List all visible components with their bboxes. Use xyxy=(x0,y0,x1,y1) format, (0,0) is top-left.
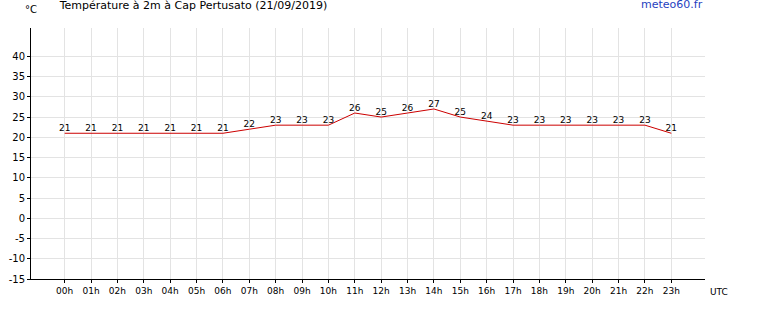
svg-text:26: 26 xyxy=(349,103,361,113)
svg-text:08h: 08h xyxy=(267,286,284,296)
svg-text:23: 23 xyxy=(270,115,281,125)
svg-text:25: 25 xyxy=(375,107,386,117)
svg-text:21: 21 xyxy=(164,123,175,133)
svg-text:20: 20 xyxy=(12,132,25,143)
svg-text:10h: 10h xyxy=(320,286,337,296)
svg-text:-15: -15 xyxy=(9,274,25,285)
svg-text:40: 40 xyxy=(12,51,25,62)
svg-text:16h: 16h xyxy=(478,286,495,296)
svg-text:23: 23 xyxy=(613,115,624,125)
svg-text:35: 35 xyxy=(12,71,25,82)
svg-text:30: 30 xyxy=(12,91,25,102)
svg-text:20h: 20h xyxy=(584,286,601,296)
svg-text:meteo60.fr: meteo60.fr xyxy=(641,0,703,11)
svg-text:5: 5 xyxy=(19,193,25,204)
svg-text:07h: 07h xyxy=(241,286,258,296)
svg-text:0: 0 xyxy=(19,213,25,224)
svg-text:23: 23 xyxy=(323,115,334,125)
svg-text:10: 10 xyxy=(12,172,25,183)
svg-text:21: 21 xyxy=(138,123,149,133)
svg-text:21: 21 xyxy=(191,123,202,133)
svg-text:18h: 18h xyxy=(531,286,548,296)
svg-text:19h: 19h xyxy=(557,286,574,296)
svg-text:00h: 00h xyxy=(56,286,73,296)
svg-text:26: 26 xyxy=(402,103,414,113)
svg-text:09h: 09h xyxy=(293,286,310,296)
svg-text:12h: 12h xyxy=(373,286,390,296)
svg-text:21: 21 xyxy=(217,123,228,133)
svg-text:02h: 02h xyxy=(109,286,126,296)
svg-text:01h: 01h xyxy=(82,286,99,296)
svg-text:05h: 05h xyxy=(188,286,205,296)
svg-text:21: 21 xyxy=(666,123,677,133)
svg-text:23h: 23h xyxy=(663,286,680,296)
svg-text:-10: -10 xyxy=(9,253,25,264)
svg-text:17h: 17h xyxy=(504,286,521,296)
svg-text:15h: 15h xyxy=(452,286,469,296)
svg-text:23: 23 xyxy=(639,115,650,125)
svg-text:25: 25 xyxy=(455,107,466,117)
svg-text:13h: 13h xyxy=(399,286,416,296)
svg-text:23: 23 xyxy=(534,115,545,125)
svg-text:25: 25 xyxy=(12,112,25,123)
svg-text:03h: 03h xyxy=(135,286,152,296)
svg-text:21: 21 xyxy=(85,123,96,133)
svg-text:UTC: UTC xyxy=(710,287,728,297)
svg-text:11h: 11h xyxy=(346,286,363,296)
svg-text:Température à 2m à Cap Pertusa: Température à 2m à Cap Pertusato (21/09/… xyxy=(59,0,328,12)
svg-text:06h: 06h xyxy=(214,286,231,296)
svg-text:22h: 22h xyxy=(636,286,653,296)
svg-text:21: 21 xyxy=(112,123,123,133)
svg-text:-5: -5 xyxy=(15,233,25,244)
svg-text:15: 15 xyxy=(12,152,25,163)
svg-text:22: 22 xyxy=(244,119,255,129)
svg-text:27: 27 xyxy=(428,99,439,109)
svg-text:23: 23 xyxy=(586,115,597,125)
svg-text:24: 24 xyxy=(481,111,493,121)
svg-text:23: 23 xyxy=(560,115,571,125)
svg-text:14h: 14h xyxy=(425,286,442,296)
svg-text:°C: °C xyxy=(25,4,37,15)
svg-text:21h: 21h xyxy=(610,286,627,296)
svg-text:21: 21 xyxy=(59,123,70,133)
svg-text:23: 23 xyxy=(296,115,307,125)
svg-text:23: 23 xyxy=(507,115,518,125)
svg-text:04h: 04h xyxy=(162,286,179,296)
